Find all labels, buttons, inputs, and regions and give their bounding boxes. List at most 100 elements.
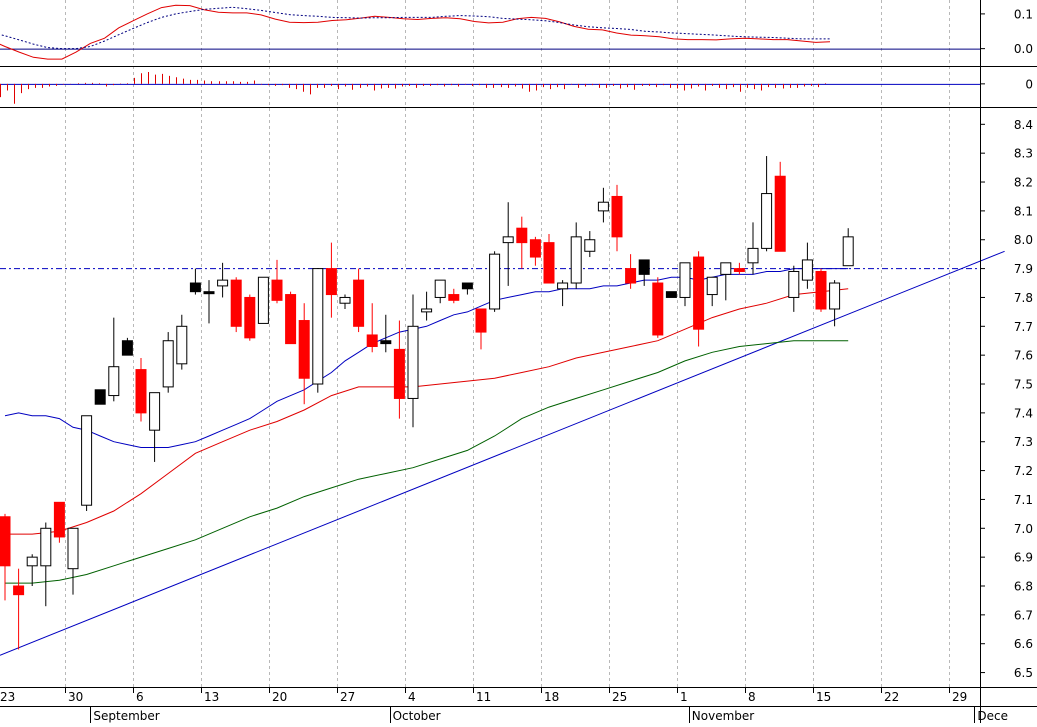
- candlestick: [393, 320, 405, 419]
- candlestick: [325, 242, 337, 318]
- candlestick: [189, 268, 201, 295]
- candle-body: [94, 389, 106, 405]
- candle-body: [693, 256, 705, 330]
- candle-body: [584, 239, 596, 252]
- candle-body: [529, 239, 541, 258]
- y-tick-label: 7.9: [1014, 262, 1033, 276]
- y-tick-label: 6.9: [1014, 551, 1033, 565]
- candlestick: [339, 294, 351, 309]
- candle-body: [665, 291, 677, 298]
- candlestick: [584, 231, 596, 258]
- candlestick: [788, 265, 800, 312]
- candlestick: [26, 554, 38, 587]
- x-tick-label: 15: [816, 690, 831, 704]
- candlestick: [217, 262, 229, 298]
- y-tick-label: 7.0: [1014, 522, 1033, 536]
- candle-body: [271, 279, 283, 301]
- candlestick: [638, 259, 650, 286]
- candlestick: [380, 314, 392, 353]
- candlestick: [162, 332, 174, 393]
- trend-line: [0, 250, 1005, 656]
- candle-body: [81, 415, 93, 506]
- candlestick: [285, 291, 297, 345]
- candlestick: [0, 513, 11, 601]
- candlestick: [801, 242, 813, 289]
- candle-body: [625, 268, 637, 284]
- candle-body: [135, 369, 147, 414]
- candlestick: [353, 268, 365, 333]
- candlestick: [733, 262, 745, 275]
- y-tick-label: 7.4: [1014, 406, 1033, 420]
- candlestick: [842, 228, 854, 267]
- candle-body: [434, 279, 446, 298]
- x-tick-label: 6: [136, 690, 144, 704]
- candle-body: [801, 259, 813, 281]
- candle-body: [502, 236, 514, 244]
- candlestick: [13, 568, 25, 650]
- candlestick: [53, 501, 65, 543]
- candle-body: [638, 259, 650, 275]
- candlestick: [40, 522, 52, 607]
- candlestick: [421, 291, 433, 321]
- y-tick-label: 8.2: [1014, 176, 1033, 190]
- grid-lines: [65, 0, 950, 687]
- candle-body: [366, 334, 378, 348]
- candlestick: [815, 268, 827, 312]
- candle-body: [516, 227, 528, 244]
- candle-body: [570, 236, 582, 284]
- month-label: Dece: [977, 709, 1008, 723]
- candlestick: [94, 389, 106, 405]
- candlestick: [829, 280, 841, 327]
- y-axis-labels: 0.1 0.0 0 8.4 8.3 8.2 8.1 8.0 7.9 7.8 7.7 7.6 7.5 7.4…: [980, 7, 1033, 680]
- candlestick: [366, 303, 378, 353]
- x-tick-label: 25: [612, 690, 627, 704]
- candle-body: [325, 268, 337, 296]
- candlestick: [529, 236, 541, 266]
- candlestick: [774, 161, 786, 252]
- x-tick-label: 22: [884, 690, 899, 704]
- candle-body: [489, 253, 501, 310]
- candle-body: [189, 282, 201, 293]
- y-tick-label: 6.5: [1014, 666, 1033, 680]
- candlestick: [81, 415, 93, 511]
- candle-body: [26, 556, 38, 567]
- candlestick: [298, 303, 310, 405]
- candlestick: [407, 294, 419, 428]
- candle-body: [203, 291, 215, 295]
- x-tick-label: 11: [476, 690, 491, 704]
- candlestick: [135, 358, 147, 422]
- y-tick-label: 6.6: [1014, 637, 1033, 651]
- x-tick-label: 4: [408, 690, 416, 704]
- candlestick: [570, 222, 582, 289]
- x-tick-label: 13: [204, 690, 219, 704]
- candle-body: [230, 279, 242, 327]
- candlestick: [679, 262, 691, 307]
- candle-body: [421, 308, 433, 313]
- candle-body: [257, 276, 269, 324]
- candle-body: [720, 262, 732, 275]
- y-tick-label: 0: [1025, 77, 1033, 91]
- x-tick-label: 8: [748, 690, 756, 704]
- candle-body: [13, 585, 25, 596]
- x-tick-label: 1: [680, 690, 688, 704]
- candlestick: [149, 392, 161, 462]
- candlestick: [516, 216, 528, 269]
- candlestick: [611, 184, 623, 252]
- x-tick-label: 18: [544, 690, 559, 704]
- candle-body: [407, 325, 419, 399]
- candle-body: [285, 294, 297, 345]
- month-label: October: [393, 709, 441, 723]
- x-tick-label: 27: [340, 690, 355, 704]
- candle-body: [842, 236, 854, 267]
- candle-body: [217, 279, 229, 287]
- candle-body: [162, 340, 174, 388]
- candlestick: [761, 156, 773, 252]
- candlestick: [271, 259, 283, 304]
- candlestick: [475, 308, 487, 350]
- y-tick-label: 7.1: [1014, 493, 1033, 507]
- candle-body: [380, 340, 392, 345]
- y-tick-label: 0.0: [1014, 42, 1033, 56]
- y-tick-label: 7.2: [1014, 464, 1033, 478]
